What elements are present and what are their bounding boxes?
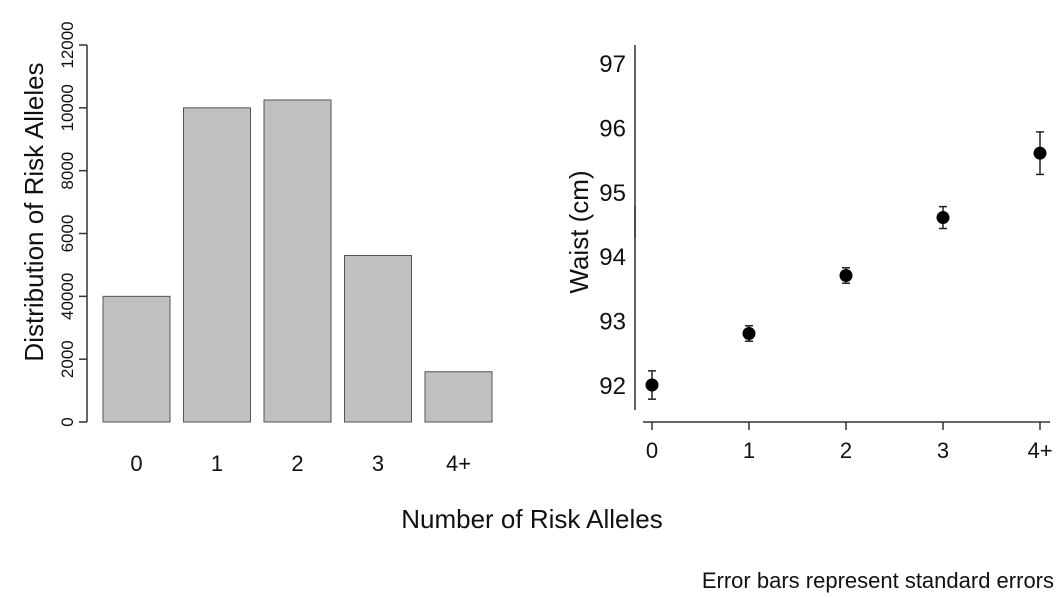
dot-chart-y-tick-label: 97 (599, 51, 626, 78)
data-point (936, 211, 950, 225)
dot-chart-x-tick-label: 1 (743, 438, 755, 463)
shared-x-axis-title: Number of Risk Alleles (401, 504, 663, 534)
bar (263, 99, 332, 423)
dot-chart-x-tick-label: 3 (937, 438, 949, 463)
bar-chart: Distribution of Risk Alleles 0 2000 40000 6… (19, 21, 493, 476)
dot-chart-points (645, 131, 1047, 400)
bar-chart-y-tick-label: 10000 (58, 84, 77, 131)
footnote: Error bars represent standard errors (701, 568, 1054, 593)
bar-chart-y-ticks: 0 2000 40000 6000 8000 10000 12000 (58, 21, 87, 427)
bar-chart-x-tick-label: 4+ (446, 451, 471, 476)
dot-chart-y-tick-label: 92 (599, 373, 626, 400)
dot-chart-y-tick-label: 93 (599, 309, 626, 336)
bar-chart-y-axis-title: Distribution of Risk Alleles (19, 62, 49, 361)
bar (102, 295, 171, 423)
bar-chart-x-tick-label: 3 (372, 451, 384, 476)
data-point (645, 378, 659, 392)
dot-chart-y-axis-title: Waist (cm) (564, 170, 594, 293)
dot-chart-x-tick-label: 0 (646, 438, 658, 463)
bar-chart-y-tick-label: 8000 (58, 152, 77, 190)
dot-chart: Waist (cm) 92 93 94 95 96 97 0 1 2 3 4+ (564, 45, 1053, 463)
data-point (742, 326, 756, 340)
bar-chart-x-tick-label: 0 (130, 451, 142, 476)
bar (183, 107, 251, 423)
dot-chart-y-tick-label: 94 (599, 244, 626, 271)
bar-chart-bars (102, 99, 493, 423)
dot-chart-y-ticks: 92 93 94 95 96 97 (599, 51, 636, 400)
bar-chart-y-tick-label: 2000 (58, 340, 77, 378)
bar (424, 371, 493, 423)
dot-chart-x-ticks: 0 1 2 3 4+ (646, 422, 1053, 463)
data-point (1033, 146, 1047, 160)
bar-chart-x-ticks: 0 1 2 3 4+ (130, 451, 471, 476)
bar-chart-y-tick-label: 12000 (58, 21, 77, 68)
bar-chart-y-tick-label: 0 (58, 417, 77, 426)
dot-chart-x-tick-label: 2 (840, 438, 852, 463)
bar-chart-x-tick-label: 2 (291, 451, 303, 476)
bar-chart-y-tick-label: 6000 (58, 215, 77, 253)
data-point (839, 269, 853, 283)
bar-chart-y-tick-label: 40000 (58, 273, 77, 320)
bar-chart-x-tick-label: 1 (211, 451, 223, 476)
bar (344, 254, 412, 423)
dot-chart-y-tick-label: 95 (599, 180, 626, 207)
dot-chart-x-tick-label: 4+ (1027, 438, 1052, 463)
dot-chart-y-tick-label: 96 (599, 115, 626, 142)
